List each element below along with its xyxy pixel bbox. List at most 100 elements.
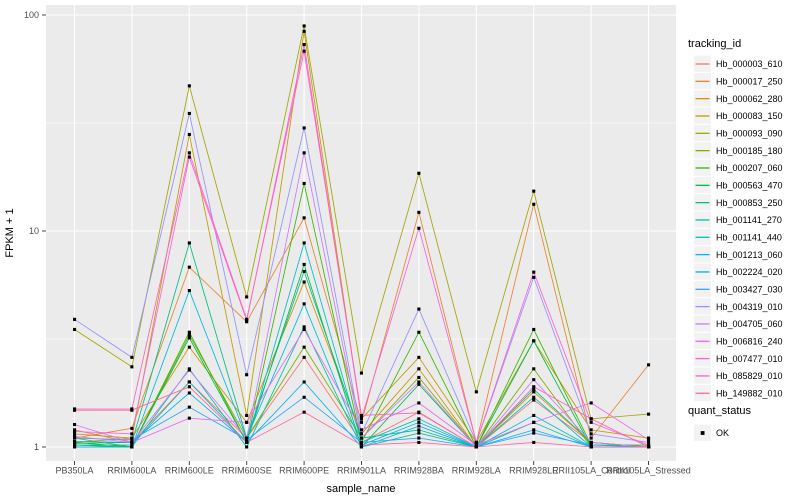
data-point [417,424,421,428]
data-point [589,428,593,432]
legend-entry-label: Hb_007477_010 [716,354,783,364]
data-point [647,438,651,442]
data-point [245,420,249,424]
data-point [130,365,134,369]
legend-entry-label: Hb_000003_610 [716,59,783,69]
data-point [73,408,77,412]
data-point [474,445,478,449]
legend-entry-label: Hb_006816_240 [716,336,783,346]
data-point [589,440,593,444]
data-point [245,413,249,417]
data-point [187,265,191,269]
legend-entry-label: Hb_000563_470 [716,181,783,191]
legend-entry-label: Hb_001213_060 [716,250,783,260]
data-point [73,445,77,449]
data-point [302,345,306,349]
data-point [187,241,191,245]
data-point [187,132,191,136]
data-point [73,436,77,440]
x-tick-label: RRIM928BA [394,466,444,476]
x-tick-label: RRIM901LA [337,466,386,476]
data-point [73,440,77,444]
quant-legend-entries: OK [694,424,729,441]
data-point [647,443,651,447]
x-tick-label: RRIM600LE [165,466,214,476]
data-point [73,432,77,436]
data-point [417,355,421,359]
data-point [130,443,134,447]
data-point [589,401,593,405]
data-point [73,441,77,445]
data-point [417,440,421,444]
x-tick-label: PB350LA [55,466,93,476]
data-point [73,428,77,432]
legend-entry-label: Hb_001141_440 [716,233,782,243]
x-tick-label: RRIM600SE [222,466,272,476]
data-point [647,363,651,367]
data-point [589,436,593,440]
data-point [187,336,191,340]
data-point [532,339,536,343]
data-point [417,367,421,371]
x-tick-label: RRIM600LA [107,466,156,476]
legend-entry-label: Hb_000207_060 [716,163,783,173]
data-point [417,420,421,424]
data-point [359,371,363,375]
data-point [245,436,249,440]
data-point [359,436,363,440]
data-point [417,171,421,175]
data-point [474,440,478,444]
data-point [302,269,306,273]
data-point [73,429,77,433]
data-point [187,333,191,337]
data-point [647,412,651,416]
x-tick-label: RRIM600PE [279,466,329,476]
data-point [302,126,306,130]
data-point [302,24,306,28]
data-point [417,428,421,432]
data-point [532,189,536,193]
data-point [245,317,249,321]
data-point [532,367,536,371]
quant-key-square [700,431,705,435]
legend-entry-label: Hb_004319_010 [716,302,783,312]
data-point [187,380,191,384]
data-point [302,43,306,47]
data-point [130,445,134,449]
data-point [245,445,249,449]
data-point [359,420,363,424]
data-point [532,327,536,331]
data-point [187,416,191,420]
legend-title-quant-status: quant_status [688,405,751,417]
data-point [130,438,134,442]
data-point [187,368,191,372]
legend-entry-label: Hb_002224_020 [716,267,783,277]
data-point [532,431,536,435]
legend-entry-label: Hb_000017_250 [716,77,783,87]
data-point [302,262,306,266]
data-point [417,330,421,334]
data-point [647,445,651,449]
y-tick-label: 100 [24,10,39,20]
data-point [532,428,536,432]
data-point [245,440,249,444]
data-point [302,241,306,245]
data-point [130,440,134,444]
legend-entry-label: Hb_003427_030 [716,284,783,294]
data-point [73,434,77,438]
x-tick-label: RRIM928LE [509,466,558,476]
data-point [130,432,134,436]
data-point [187,155,191,159]
y-axis-title: FPKM + 1 [4,208,16,257]
data-point [532,202,536,206]
data-point [532,387,536,391]
data-point [130,436,134,440]
data-point [302,395,306,399]
data-point [359,416,363,420]
data-point [187,385,191,389]
data-point [417,436,421,440]
data-point [532,390,536,394]
data-point [417,401,421,405]
data-point [417,411,421,415]
axis-ticks [42,14,649,465]
